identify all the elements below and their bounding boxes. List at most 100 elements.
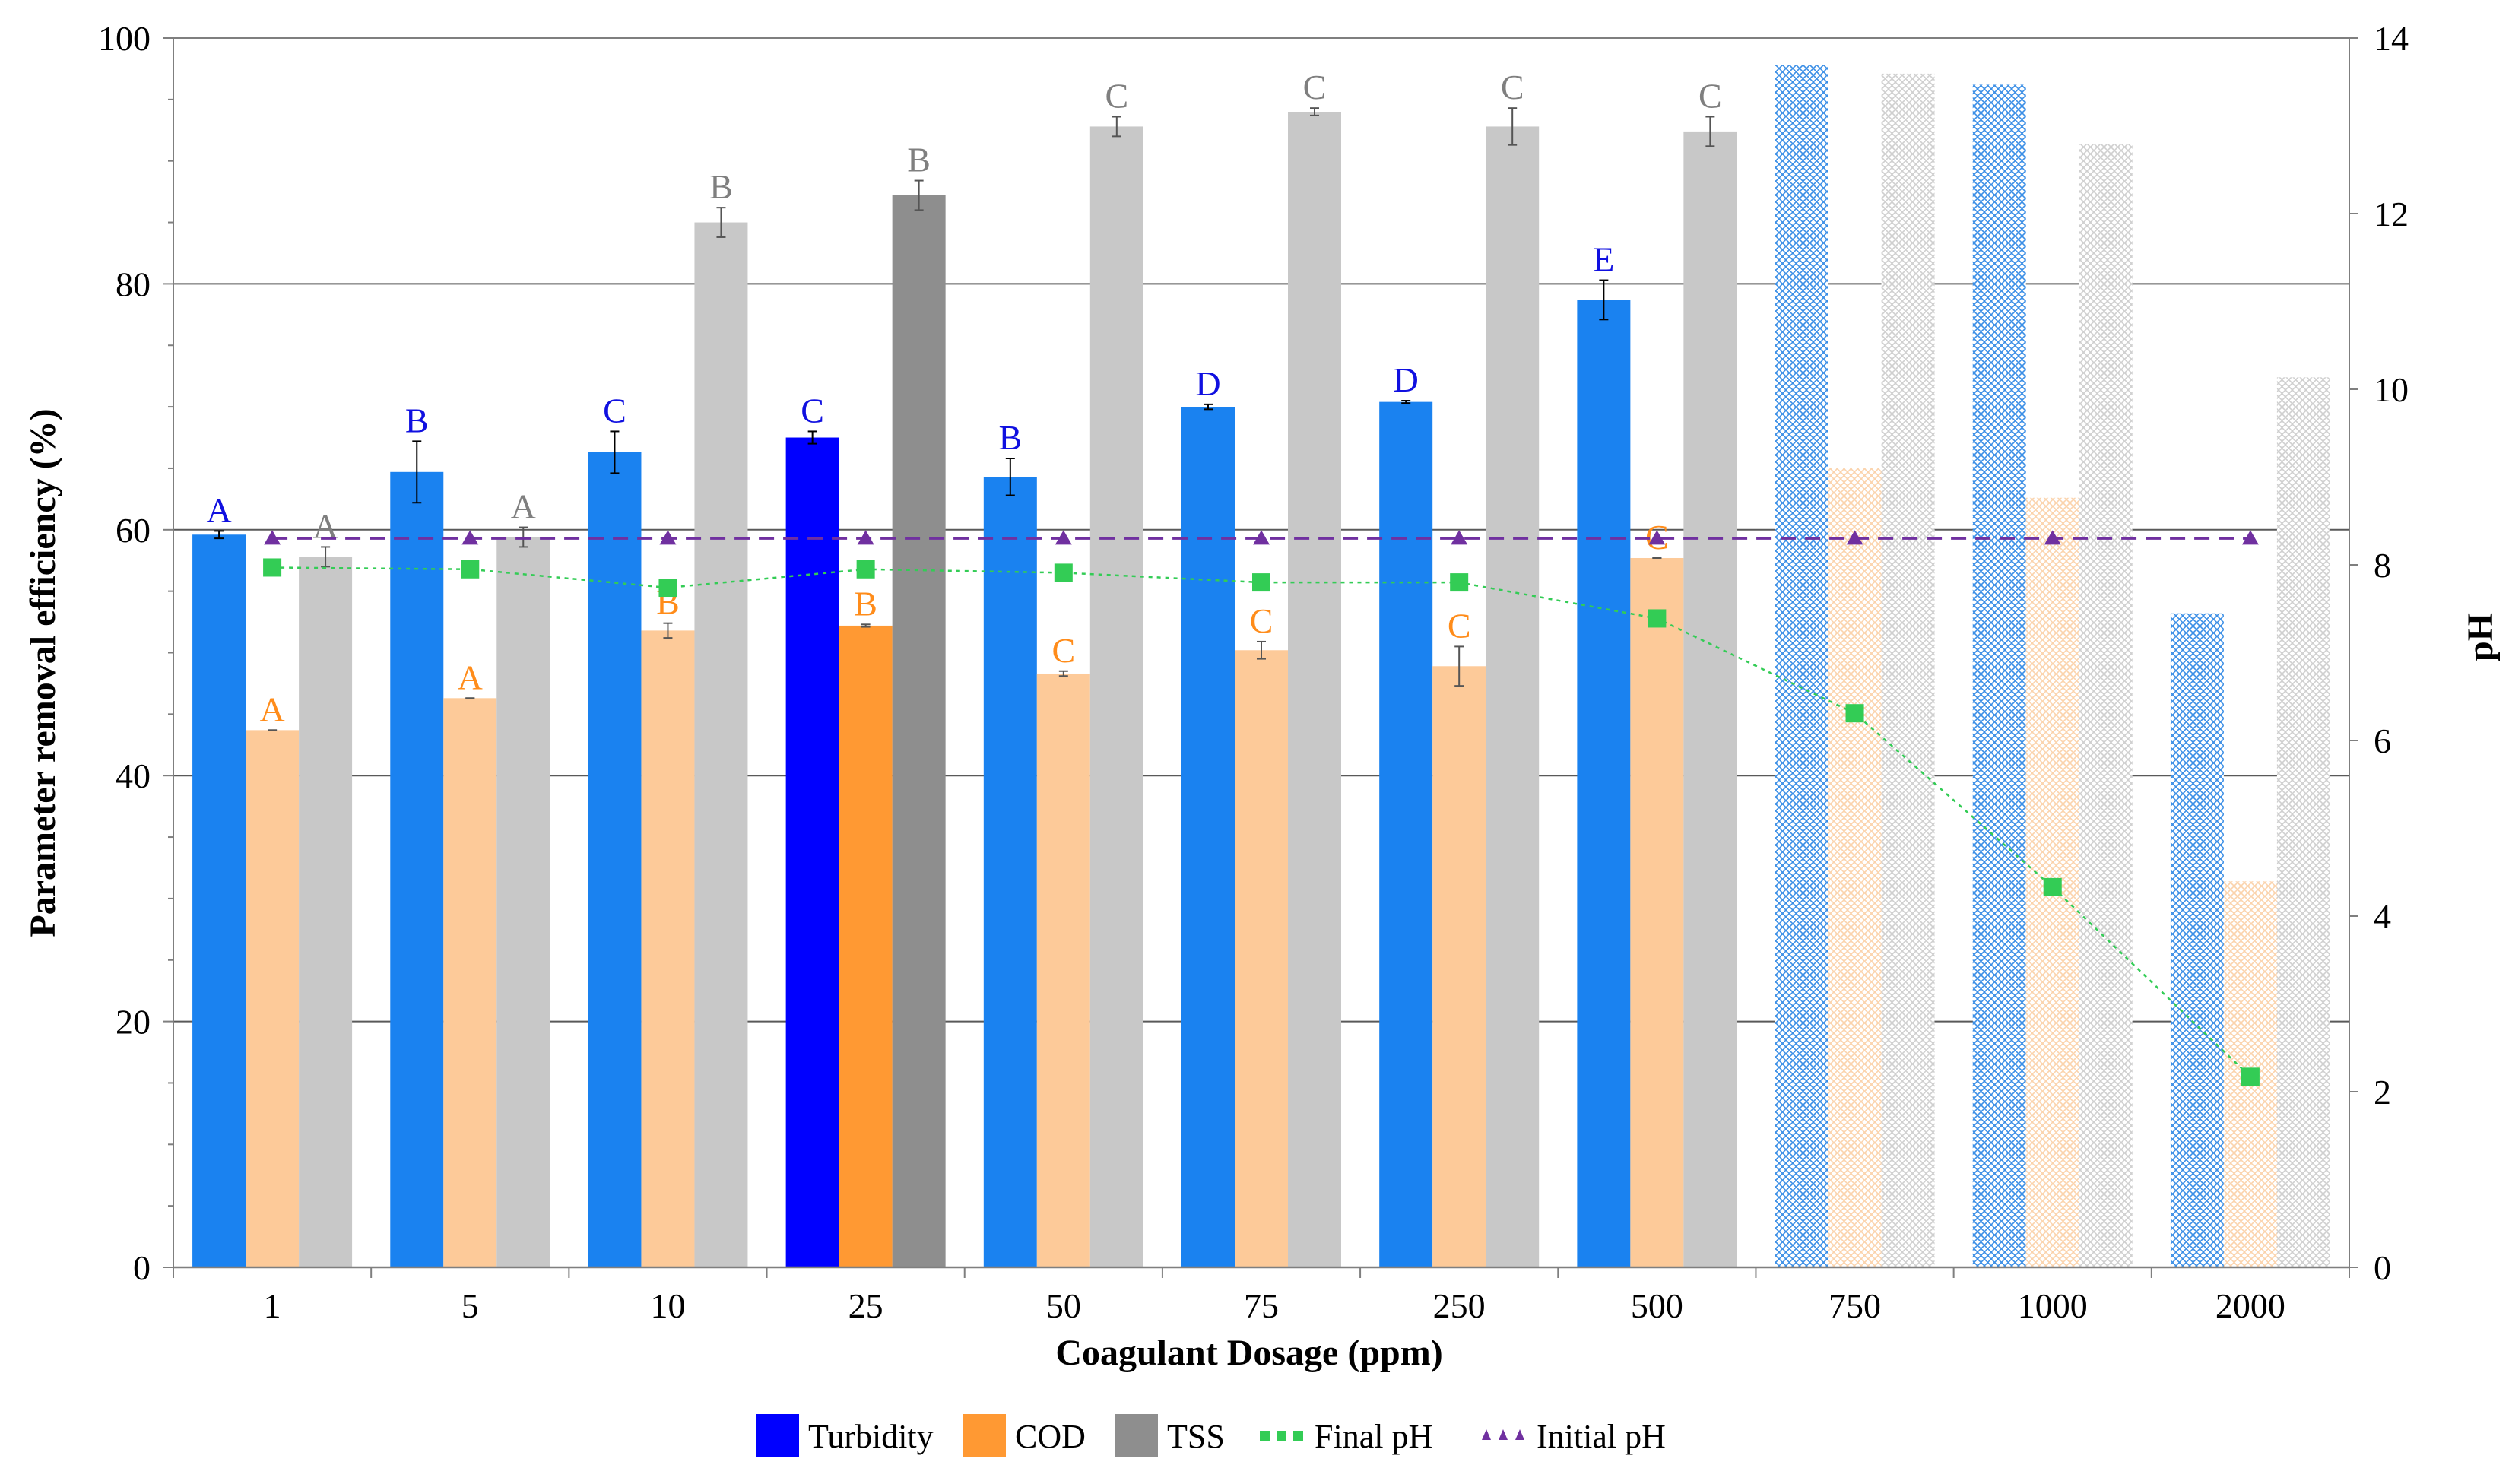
y-tick-label: 0 — [133, 1248, 151, 1287]
cod-bar — [1432, 666, 1486, 1267]
turbidity-bar — [1379, 401, 1433, 1267]
cod-bar — [641, 630, 695, 1267]
x-tick-label: 1 — [264, 1286, 281, 1325]
turbidity-significance-letter: A — [206, 490, 231, 529]
y2-tick-label: 2 — [2374, 1073, 2391, 1111]
final_ph-point — [1450, 573, 1469, 592]
cod-bar — [443, 698, 497, 1267]
y-tick-label: 80 — [116, 265, 151, 303]
legend: Turbidity COD TSS Final pH Initial pH — [756, 1414, 1666, 1457]
tss-bar — [694, 222, 748, 1267]
initial_ph-point — [659, 530, 677, 545]
tss-bar — [2079, 144, 2133, 1267]
x-tick-label: 500 — [1631, 1286, 1683, 1325]
legend-label: Final pH — [1315, 1418, 1432, 1455]
final_ph-point — [1054, 563, 1073, 582]
cod-significance-letter: A — [259, 690, 284, 728]
final_ph-point — [1648, 609, 1667, 628]
tss-significance-letter: C — [1105, 76, 1128, 115]
initial_ph-point — [1451, 530, 1468, 545]
cod-bar — [1036, 673, 1090, 1267]
turbidity-bar — [588, 452, 642, 1268]
tss-significance-letter: A — [511, 487, 536, 526]
turbidity-significance-letter: D — [1394, 360, 1419, 399]
x-axis-title: Coagulant Dosage (ppm) — [1055, 1333, 1442, 1373]
tss-bar — [1288, 112, 1341, 1267]
cod-bar — [1828, 468, 1882, 1268]
x-tick-label: 25 — [848, 1286, 883, 1325]
initial_ph-point — [2241, 530, 2259, 545]
tss-significance-letter: B — [907, 141, 931, 179]
tss-bar — [496, 537, 550, 1267]
y-tick-label: 60 — [116, 511, 151, 550]
tss-bar — [1089, 126, 1143, 1268]
x-tick-label: 50 — [1046, 1286, 1081, 1325]
turbidity-bar — [390, 471, 444, 1267]
turbidity-bar — [785, 437, 839, 1267]
initial_ph-point — [1648, 530, 1666, 545]
legend-label: Initial pH — [1537, 1418, 1666, 1455]
turbidity-significance-letter: C — [801, 391, 824, 430]
initial_ph-point — [1253, 530, 1270, 545]
cod-bar — [1235, 650, 1288, 1267]
y2-axis-title: pH — [2460, 613, 2501, 661]
legend-marker — [1482, 1429, 1491, 1440]
cod-significance-letter: C — [1448, 606, 1471, 645]
x-tick-label: 2000 — [2215, 1286, 2285, 1325]
turbidity-significance-letter: D — [1195, 364, 1220, 403]
cod-significance-letter: C — [1051, 631, 1075, 670]
legend-label: Turbidity — [808, 1418, 934, 1455]
y-axis-title: Parameter removal efficiency (%) — [23, 408, 63, 937]
y2-tick-label: 10 — [2374, 370, 2409, 409]
axes — [163, 37, 2358, 1278]
initial_ph-point — [1055, 530, 1072, 545]
turbidity-bar — [1775, 65, 1828, 1268]
tss-bar — [2276, 377, 2330, 1267]
turbidity-bar — [2170, 613, 2224, 1267]
cod-significance-letter: B — [854, 584, 877, 623]
final_ph-point — [1845, 704, 1864, 723]
final_ph-point — [658, 579, 677, 598]
final_ph-point — [1252, 573, 1270, 592]
x-tick-label: 250 — [1433, 1286, 1486, 1325]
legend-marker — [1293, 1431, 1303, 1441]
final_ph-point — [856, 560, 875, 579]
x-tick-label: 10 — [650, 1286, 685, 1325]
tss-bar — [299, 556, 353, 1267]
y-tick-label: 100 — [98, 19, 151, 58]
turbidity-significance-letter: B — [998, 418, 1022, 457]
y2-tick-label: 8 — [2374, 546, 2391, 585]
y2-tick-label: 12 — [2374, 195, 2409, 233]
turbidity-significance-letter: C — [603, 391, 626, 430]
turbidity-bar — [1972, 84, 2026, 1267]
final_ph-point — [263, 558, 282, 577]
ph-lines — [263, 530, 2260, 1086]
error-bars — [214, 107, 1715, 731]
tss-significance-letter: C — [1501, 68, 1524, 106]
tss-bar — [1683, 131, 1737, 1268]
x-tick-label: 750 — [1828, 1286, 1881, 1325]
y-tick-label: 40 — [116, 756, 151, 795]
final_ph-point — [2241, 1067, 2260, 1086]
bars — [192, 65, 2330, 1268]
y-tick-label: 20 — [116, 1003, 151, 1042]
cod-bar — [839, 625, 893, 1267]
turbidity-significance-letter: B — [405, 401, 429, 439]
tss-bar — [1881, 73, 1935, 1268]
final_ph-point — [461, 560, 480, 579]
initial_ph-point — [857, 530, 874, 545]
legend-marker — [1499, 1429, 1508, 1440]
turbidity-bar — [192, 534, 246, 1267]
tss-significance-letter: B — [709, 167, 733, 206]
y2-tick-label: 6 — [2374, 721, 2391, 760]
legend-marker — [1260, 1431, 1270, 1441]
tss-significance-letter: C — [1303, 68, 1327, 106]
x-tick-label: 1000 — [2018, 1286, 2088, 1325]
y2-tick-label: 4 — [2374, 897, 2391, 936]
legend-marker — [1277, 1431, 1286, 1441]
y2-tick-label: 0 — [2374, 1248, 2391, 1287]
tss-bar — [1486, 126, 1540, 1268]
final_ph-point — [2043, 877, 2062, 896]
